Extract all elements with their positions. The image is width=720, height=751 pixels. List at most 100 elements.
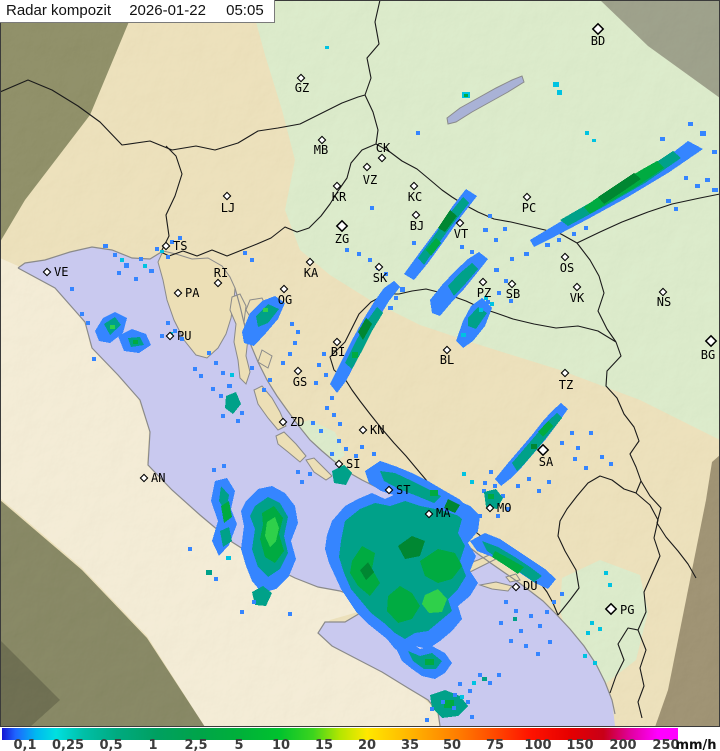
- echo-cell: [420, 549, 462, 583]
- station-code: NS: [657, 295, 671, 309]
- echo-pixel: [288, 612, 292, 616]
- echo-pixel: [513, 617, 517, 621]
- echo-cell: [380, 471, 441, 503]
- station-code: VT: [454, 227, 468, 241]
- echo-pixel: [516, 484, 520, 488]
- echo-pixel: [236, 419, 240, 423]
- echo-pixel: [221, 371, 225, 375]
- dark-sea-corner: [0, 640, 60, 727]
- echo-pixel: [166, 321, 170, 325]
- echo-pixel: [496, 514, 500, 518]
- echo-cell: [426, 238, 441, 256]
- station-diamond-icon: [362, 162, 372, 172]
- echo-pixel: [557, 90, 562, 95]
- echo-pixel: [545, 243, 550, 247]
- legend-value: 20: [357, 738, 377, 751]
- echo-pixel: [170, 240, 174, 244]
- station-VK: VK: [570, 282, 585, 305]
- echo-pixel: [384, 272, 388, 276]
- echo-pixel: [503, 227, 507, 231]
- station-code: VE: [54, 265, 68, 279]
- station-KA: KA: [304, 257, 319, 280]
- station-diamond-icon: [591, 22, 605, 36]
- station-TS: TS: [161, 239, 187, 253]
- station-code: ST: [396, 483, 410, 497]
- station-MO: MO: [485, 501, 511, 515]
- echo-pixel: [557, 238, 561, 242]
- station-diamond-icon: [305, 257, 315, 267]
- station-diamond-icon: [358, 425, 368, 435]
- echo-cell: [398, 536, 425, 559]
- station-PC: PC: [522, 192, 536, 215]
- echo-pixel: [372, 452, 376, 456]
- station-GS: GS: [293, 366, 307, 389]
- station-diamond-icon: [442, 345, 452, 355]
- echo-pixel: [488, 214, 492, 218]
- echo-pixel: [531, 444, 537, 449]
- echo-pixel: [468, 689, 472, 693]
- echo-pixel: [490, 302, 494, 306]
- echo-cell: [538, 421, 553, 437]
- echo-cell: [422, 589, 447, 613]
- legend-value: 0,25: [51, 738, 85, 751]
- legend-value: 150: [566, 738, 594, 751]
- echo-pixel: [483, 481, 487, 485]
- product-name: Radar kompozit: [6, 2, 112, 19]
- echo-pixel: [338, 422, 342, 426]
- station-diamond-icon: [572, 282, 582, 292]
- station-VZ: VZ: [362, 162, 377, 187]
- station-code: PA: [185, 286, 200, 300]
- echo-pixel: [345, 248, 349, 252]
- echo-pixel: [506, 507, 510, 511]
- station-diamond-icon: [478, 277, 488, 287]
- station-SI: SI: [334, 457, 360, 471]
- station-diamond-icon: [332, 337, 342, 347]
- echo-pixel: [368, 258, 372, 262]
- station-code: KC: [408, 190, 422, 204]
- echo-pixel: [462, 472, 466, 476]
- echo-cell: [444, 499, 460, 513]
- echo-pixel: [482, 489, 486, 493]
- echo-pixel: [586, 631, 590, 635]
- station-diamond-icon: [455, 218, 465, 228]
- echo-pixel: [293, 341, 297, 345]
- echo-pixel: [113, 253, 117, 257]
- echo-pixel: [221, 414, 225, 418]
- echo-pixel: [263, 308, 268, 312]
- echo-cell: [225, 392, 241, 414]
- legend-value: 50: [442, 738, 462, 751]
- echo-pixel: [688, 122, 693, 126]
- echo-pixel: [483, 228, 488, 232]
- station-VT: VT: [454, 218, 468, 241]
- echo-pixel: [322, 352, 326, 356]
- echo-pixel: [160, 250, 164, 253]
- echo-pixel: [470, 480, 474, 484]
- echo-pixel: [281, 361, 285, 365]
- station-TZ: TZ: [559, 368, 573, 392]
- station-diamond-icon: [522, 192, 532, 202]
- station-code: TZ: [559, 378, 573, 392]
- echo-pixel: [388, 306, 393, 310]
- echo-pixel: [227, 384, 232, 388]
- echo-pixel: [155, 247, 159, 251]
- echo-pixel: [268, 378, 272, 382]
- echo-cell: [598, 173, 641, 204]
- legend-value: 2,5: [184, 738, 208, 751]
- station-code: OS: [560, 261, 574, 275]
- echo-pixel: [545, 610, 549, 614]
- title-bar: Radar kompozit 2026-01-22 05:05: [0, 0, 275, 23]
- echo-cell: [360, 562, 374, 580]
- station-DU: DU: [511, 579, 537, 593]
- station-diamond-icon: [173, 288, 183, 298]
- echo-pixel: [509, 299, 513, 303]
- echo-pixel: [400, 287, 405, 292]
- echo-pixel: [425, 659, 434, 665]
- echo-pixel: [497, 291, 501, 295]
- echo-pixel: [479, 308, 483, 312]
- echo-pixel: [317, 363, 321, 367]
- echo-pixel: [700, 131, 706, 136]
- echo-pixel: [416, 131, 420, 135]
- echo-pixel: [86, 321, 90, 325]
- station-code: BJ: [410, 219, 424, 233]
- station-PG: PG: [604, 602, 634, 617]
